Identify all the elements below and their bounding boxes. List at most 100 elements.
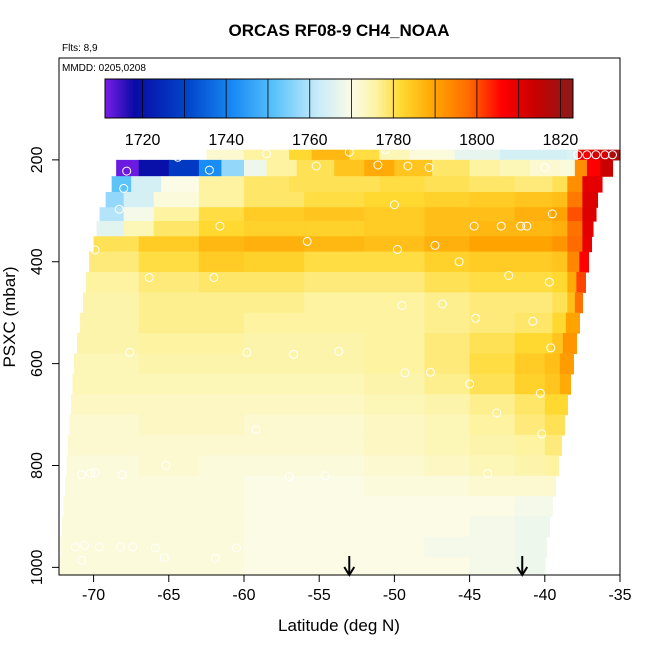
heatmap-cell <box>63 496 140 518</box>
observation-point <box>209 273 219 282</box>
heatmap-cell <box>304 516 365 538</box>
heatmap-cell <box>469 557 516 576</box>
heatmap-cell <box>198 373 245 395</box>
observation-point <box>373 160 383 170</box>
heatmap-cell <box>243 455 305 477</box>
flights-label: Flts: 8,9 <box>62 43 98 54</box>
heatmap-cell <box>153 221 200 237</box>
heatmap-cell <box>514 496 546 518</box>
heatmap-cell <box>123 221 155 237</box>
x-tick-label: -70 <box>82 587 105 604</box>
heatmap-cell <box>138 414 200 436</box>
heatmap-cell <box>243 536 305 558</box>
heatmap-cell <box>296 159 335 177</box>
heatmap-cell <box>544 373 561 395</box>
heatmap-cell <box>424 496 471 518</box>
heatmap-cell <box>432 159 471 177</box>
heatmap-cell <box>586 159 602 177</box>
y-tick-label: 200 <box>29 146 46 173</box>
heatmap-cell <box>364 557 426 576</box>
heatmap-cell <box>469 434 516 456</box>
heatmap-cell <box>424 414 471 436</box>
y-tick-label: 800 <box>29 452 46 479</box>
heatmap-cell <box>424 394 471 416</box>
heatmap-cell <box>544 536 547 558</box>
heatmap-cell <box>198 557 245 576</box>
observation-point <box>161 461 171 470</box>
heatmap-cell <box>198 496 245 518</box>
heatmap-cell <box>161 176 200 193</box>
heatmap-cell <box>469 414 516 436</box>
heatmap-cell <box>243 176 290 193</box>
observation-point <box>438 299 447 309</box>
observation-point <box>150 543 160 553</box>
observation-point <box>537 429 547 439</box>
heatmap-cell <box>469 176 516 193</box>
heatmap-cell <box>544 475 556 497</box>
heatmap-cell <box>469 353 516 375</box>
mmdd-label: MMDD: 0205,0208 <box>62 63 146 74</box>
y-axis: 200 400 600 800 1000 <box>29 146 59 585</box>
observation-point <box>302 236 312 246</box>
observation-point <box>144 273 154 282</box>
observation-point <box>430 240 440 250</box>
observation-point <box>116 542 126 552</box>
heatmap-cell <box>80 312 140 334</box>
x-tick-label: -35 <box>608 587 631 604</box>
heatmap-cell <box>243 312 305 334</box>
observation-point <box>119 183 129 193</box>
observation-point <box>77 470 87 480</box>
heatmap-cell <box>198 271 245 293</box>
heatmap-cell <box>424 475 471 497</box>
heatmap-cell <box>304 236 365 253</box>
heatmap-cell <box>424 333 471 355</box>
heatmap-cell <box>469 236 516 253</box>
y-tick-label: 1000 <box>29 549 46 585</box>
observation-point <box>289 349 299 359</box>
heatmap-cell <box>364 333 426 355</box>
heatmap-cell <box>138 312 200 334</box>
heatmap-cell <box>138 455 200 477</box>
heatmap-cell <box>552 271 568 293</box>
heatmap-cell <box>59 557 140 576</box>
observation-point <box>114 204 124 214</box>
heatmap-cell <box>529 159 561 177</box>
heatmap-cell <box>469 475 516 497</box>
colorbar-tick-label: 1740 <box>208 132 244 149</box>
heatmap-cell <box>469 207 516 222</box>
heatmap-cell <box>153 207 200 222</box>
heatmap-cell <box>576 271 586 293</box>
observation-point <box>232 543 241 553</box>
colorbar-tick-label: 1720 <box>125 132 161 149</box>
heatmap-cell <box>514 394 546 416</box>
heatmap-cell <box>514 176 553 193</box>
observation-point <box>492 408 502 418</box>
heatmap-cell <box>198 333 245 355</box>
heatmap-cell <box>394 159 433 177</box>
observation-point <box>471 313 481 323</box>
heatmap-cell <box>198 292 245 314</box>
heatmap-cell <box>499 159 531 177</box>
heatmap-cell <box>334 176 380 193</box>
heatmap-cell <box>364 353 426 375</box>
heatmap-cell <box>552 221 568 237</box>
heatmap-cell <box>304 394 365 416</box>
heatmap-cell <box>552 292 568 314</box>
colorbar-ramp <box>104 78 574 119</box>
heatmap-cell <box>243 251 305 273</box>
heatmap-cell <box>243 394 305 416</box>
heatmap-cell <box>544 434 562 456</box>
heatmap-cell <box>607 149 621 161</box>
heatmap-cell <box>304 434 365 456</box>
heatmap-cell <box>198 207 245 222</box>
observation-point <box>71 542 80 552</box>
heatmap-cell <box>198 176 245 193</box>
heatmap-cell <box>311 149 350 161</box>
heatmap-cell <box>153 191 200 208</box>
observation-point <box>204 165 214 175</box>
heatmap-cell <box>469 536 516 558</box>
heatmap-cell <box>454 149 501 161</box>
heatmap-cell <box>198 536 245 558</box>
observation-point <box>483 469 493 479</box>
x-tick-label: -50 <box>383 587 406 604</box>
